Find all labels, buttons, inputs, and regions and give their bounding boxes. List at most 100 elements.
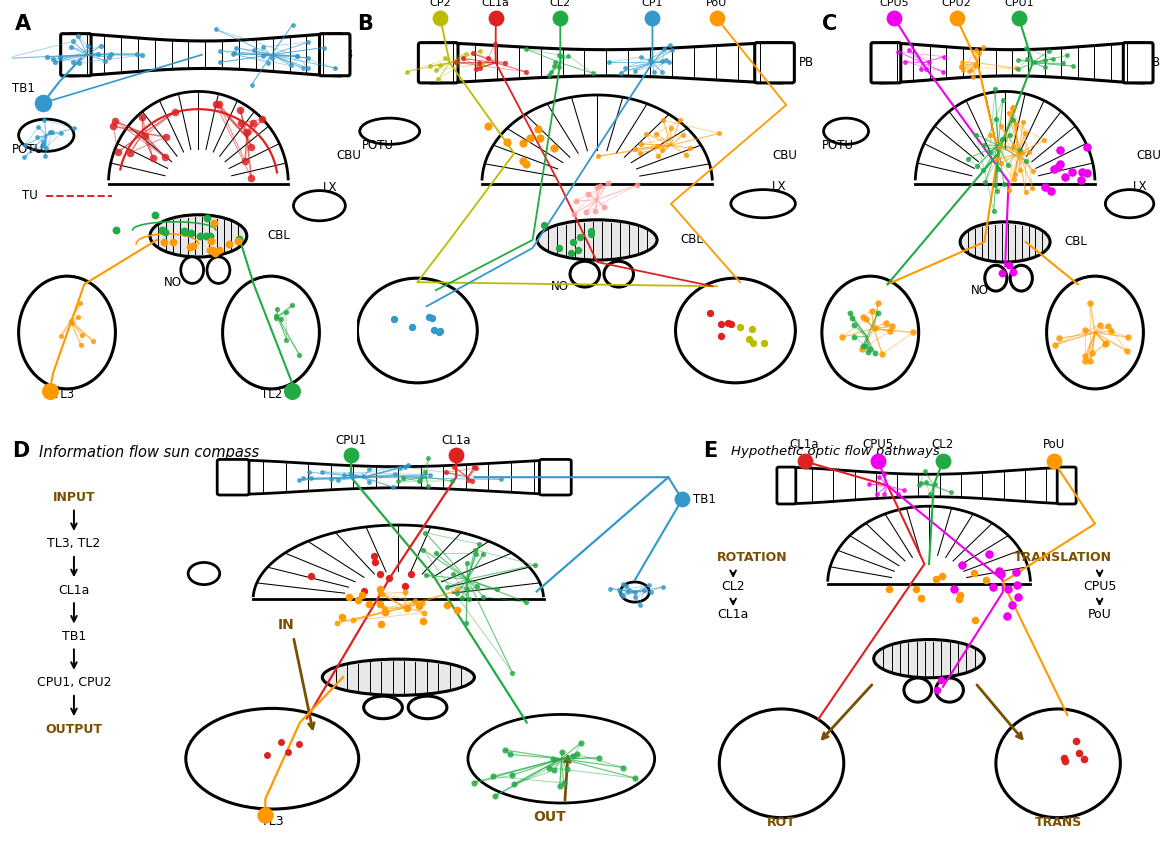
Point (198, 211, 216, 225)
Point (0, 51, 14, 65)
Point (1046, 338, 1065, 351)
Text: PoU: PoU (707, 0, 728, 8)
Point (370, 568, 388, 581)
Ellipse shape (537, 220, 658, 260)
Point (993, 93, 1012, 106)
Point (888, 488, 907, 501)
Point (394, 472, 413, 485)
Point (844, 312, 862, 325)
Point (446, 56, 464, 69)
Point (399, 458, 418, 472)
Point (164, 235, 183, 248)
Point (206, 97, 225, 110)
Ellipse shape (874, 640, 984, 678)
Point (96, 54, 115, 67)
Point (845, 318, 863, 332)
Point (1076, 349, 1095, 362)
Point (1009, 53, 1027, 67)
Point (235, 154, 254, 168)
Point (294, 472, 312, 485)
Point (920, 56, 938, 69)
Point (329, 473, 347, 487)
Point (447, 56, 466, 69)
Point (904, 326, 923, 339)
Point (544, 59, 563, 72)
Point (1018, 52, 1037, 66)
Point (648, 149, 667, 163)
Circle shape (357, 278, 477, 383)
Point (470, 61, 489, 74)
Circle shape (1010, 265, 1032, 291)
Point (1004, 266, 1023, 280)
Point (859, 345, 878, 359)
Point (464, 775, 483, 789)
Point (174, 224, 193, 237)
Point (866, 321, 885, 334)
Point (1006, 168, 1025, 181)
Point (276, 306, 295, 319)
Text: PB: PB (339, 48, 355, 61)
Point (267, 309, 285, 322)
Point (517, 65, 536, 78)
Point (41, 125, 60, 139)
Point (1073, 165, 1092, 179)
Point (945, 582, 964, 595)
Point (535, 218, 553, 232)
Point (462, 474, 481, 488)
Point (1006, 565, 1025, 578)
Point (254, 40, 273, 54)
Point (1011, 163, 1030, 177)
Point (1009, 62, 1027, 76)
Point (1003, 100, 1021, 114)
Point (952, 558, 971, 572)
Point (1102, 324, 1121, 338)
Point (242, 171, 261, 184)
Point (833, 331, 852, 344)
Point (921, 488, 940, 501)
Point (470, 45, 489, 58)
Point (413, 615, 432, 628)
Circle shape (821, 276, 918, 389)
Polygon shape (881, 43, 1143, 83)
Point (991, 120, 1010, 133)
Point (1013, 115, 1032, 129)
Point (220, 237, 239, 251)
Circle shape (570, 261, 599, 287)
Point (243, 116, 262, 130)
Point (294, 61, 312, 75)
Point (1082, 346, 1101, 360)
Point (425, 323, 443, 337)
Point (438, 599, 456, 612)
Point (589, 150, 607, 163)
Point (564, 749, 583, 762)
Circle shape (364, 696, 402, 719)
Point (599, 56, 618, 69)
Point (353, 589, 372, 602)
Point (862, 304, 881, 317)
Point (911, 62, 930, 76)
Point (999, 106, 1018, 120)
Point (875, 488, 894, 501)
Point (614, 589, 633, 603)
Point (290, 473, 309, 487)
Point (209, 243, 228, 257)
FancyBboxPatch shape (61, 34, 91, 76)
Text: CBU: CBU (1136, 149, 1162, 162)
Point (486, 789, 504, 802)
Text: ROT: ROT (768, 816, 796, 829)
Point (744, 336, 763, 349)
Ellipse shape (294, 190, 345, 221)
Point (15, 138, 34, 152)
Point (1017, 185, 1035, 199)
Point (564, 208, 583, 221)
Text: CL1a: CL1a (717, 608, 749, 621)
Point (370, 587, 388, 600)
Point (610, 584, 628, 597)
Point (259, 56, 277, 69)
Point (567, 748, 586, 761)
Point (232, 116, 250, 130)
Point (384, 481, 402, 494)
Point (541, 761, 559, 775)
Point (406, 594, 425, 608)
Circle shape (904, 678, 931, 702)
